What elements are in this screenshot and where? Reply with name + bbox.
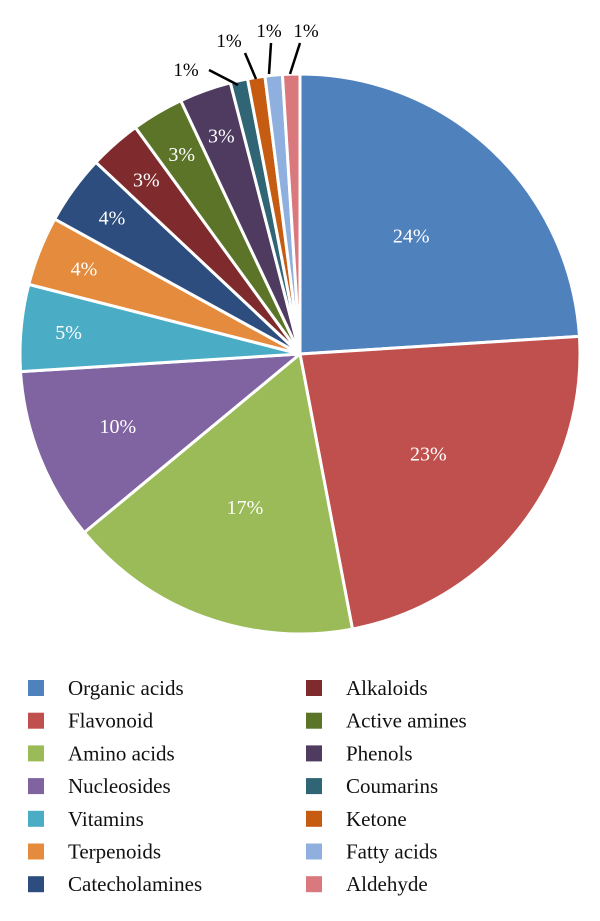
legend-label-ketone: Ketone [346,807,407,831]
pie-slice-amino-acids [82,352,354,636]
leader-line-ketone [243,52,258,80]
pie-slice-flavonoid [298,334,582,631]
legend-label-coumarins: Coumarins [346,774,438,798]
legend-label-terpenoids: Terpenoids [68,840,161,864]
leader-line-aldehyde [288,42,302,75]
data-label-organic-acids: 24% [393,226,430,248]
legend-swatch-fatty-acids [306,843,322,860]
legend-swatch-phenols [306,745,322,762]
pie-slice-organic-acids [298,72,581,356]
slice-labels: 24% 23% 17% 10% 5% 4% 4% 3% 3% 3% [55,125,447,519]
data-label-aldehyde: 1% [293,21,319,42]
legend: Organic acids Flavonoid Amino acids Nucleos… [28,676,467,896]
pie-slice-nucleosides [19,352,302,534]
legend-swatch-catecholamines [28,876,44,893]
leader-line-fatty-acids [267,42,273,75]
legend-swatch-coumarins [306,778,322,795]
data-label-phenols: 3% [208,125,235,147]
data-label-amino-acids: 17% [227,497,264,519]
legend-label-nucleosides: Nucleosides [68,774,171,798]
legend-label-aldehyde: Aldehyde [346,872,428,896]
data-label-active-amines: 3% [168,144,195,166]
legend-label-alkaloids: Alkaloids [346,676,428,700]
legend-swatch-aldehyde [306,876,322,893]
data-label-catecholamines: 4% [99,207,126,229]
outer-labels: 1% 1% 1% 1% [173,21,319,87]
legend-swatch-terpenoids [28,843,44,860]
data-label-terpenoids: 4% [71,258,98,280]
data-label-coumarins: 1% [173,60,199,81]
legend-swatch-active-amines [306,712,322,729]
legend-label-vitamins: Vitamins [68,807,144,831]
legend-label-phenols: Phenols [346,741,413,765]
data-label-vitamins: 5% [55,322,82,344]
legend-label-catecholamines: Catecholamines [68,872,202,896]
legend-label-amino-acids: Amino acids [68,741,175,765]
data-label-alkaloids: 3% [133,170,160,192]
data-label-flavonoid: 23% [410,444,447,466]
pie-slices [18,72,582,636]
legend-swatch-alkaloids [306,680,322,696]
data-label-nucleosides: 10% [99,416,136,438]
legend-swatch-nucleosides [28,778,44,795]
legend-label-organic-acids: Organic acids [68,676,184,700]
legend-swatch-ketone [306,810,322,827]
legend-label-flavonoid: Flavonoid [68,709,154,733]
data-label-fatty-acids: 1% [256,21,282,42]
data-label-ketone: 1% [216,31,242,52]
leader-line-coumarins [208,68,239,87]
legend-swatch-vitamins [28,810,44,827]
legend-label-active-amines: Active amines [346,709,467,733]
legend-swatch-flavonoid [28,712,44,729]
legend-label-fatty-acids: Fatty acids [346,840,438,864]
legend-swatch-organic-acids [28,680,44,696]
legend-swatch-amino-acids [28,745,44,762]
